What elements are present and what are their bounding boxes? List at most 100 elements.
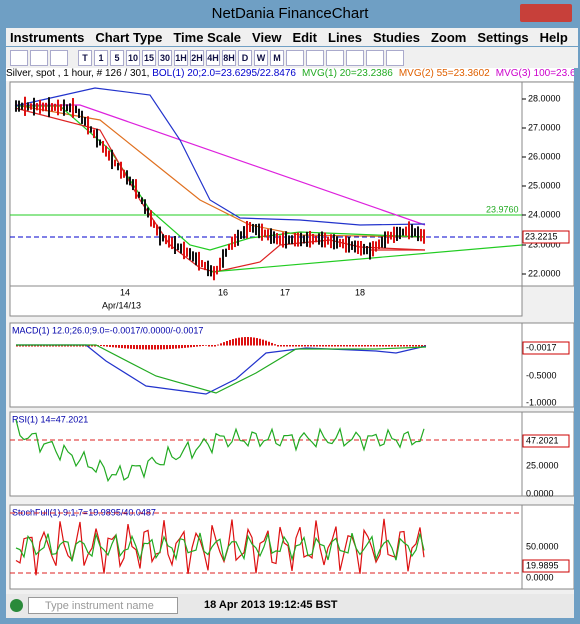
value-box — [522, 341, 570, 355]
histogram-bar — [229, 339, 231, 346]
histogram-bar — [298, 345, 300, 347]
menu-item[interactable]: Zoom — [430, 29, 467, 45]
price-label: 23.0000 — [528, 239, 561, 249]
timescale-button[interactable]: 4H — [206, 49, 220, 66]
bollinger-upper — [14, 87, 426, 226]
tool-icon[interactable] — [386, 49, 404, 66]
instrument-search[interactable]: Type instrument name — [28, 597, 178, 614]
histogram-bar — [73, 345, 75, 347]
histogram-bar — [76, 345, 78, 347]
histogram-bar — [289, 345, 291, 347]
histogram-bar — [328, 345, 330, 347]
menu-item[interactable]: Chart Type — [95, 29, 163, 45]
menu-item[interactable]: Settings — [477, 29, 529, 45]
timescale-button[interactable]: 15 — [142, 49, 156, 66]
menu-item[interactable]: Edit — [292, 29, 317, 45]
last-price-box — [522, 230, 570, 244]
histogram-bar — [103, 345, 105, 347]
histogram-bar — [67, 345, 69, 347]
stoch-d — [15, 531, 425, 562]
histogram-bar — [133, 345, 135, 349]
tool-icon[interactable] — [10, 49, 28, 66]
histogram-bar — [175, 345, 177, 349]
axis-label: 50.0000 — [526, 541, 559, 551]
timescale-button[interactable]: 10 — [126, 49, 140, 66]
histogram-bar — [256, 338, 258, 346]
chart-area: 28.0000 27.0000 26.0000 25.0000 24.0000 23.00… — [6, 81, 574, 594]
histogram-bar — [334, 345, 336, 347]
timescale-button[interactable]: 2H — [190, 49, 204, 66]
timescale-button[interactable]: 8H — [222, 49, 236, 66]
tool-icon[interactable] — [366, 49, 384, 66]
timescale-button[interactable]: 1 — [94, 49, 108, 66]
histogram-bar — [28, 345, 30, 347]
histogram-bar — [337, 345, 339, 347]
histogram-bar — [58, 345, 60, 347]
histogram-bar — [106, 345, 108, 347]
histogram-bar — [232, 339, 234, 346]
timescale-button[interactable]: 5 — [110, 49, 124, 66]
histogram-bar — [109, 345, 111, 347]
histogram-bar — [34, 345, 36, 347]
tool-icon[interactable] — [326, 49, 344, 66]
histogram-bar — [205, 345, 207, 346]
histogram-bar — [292, 345, 294, 347]
menu-item[interactable]: Lines — [328, 29, 362, 45]
histogram-bar — [304, 345, 306, 347]
histogram-bar — [79, 345, 81, 347]
close-button[interactable] — [520, 4, 572, 22]
rsi-line — [15, 419, 425, 483]
histogram-bar — [154, 345, 156, 350]
histogram-bar — [100, 345, 102, 346]
histogram-bar — [217, 344, 219, 346]
histogram-bar — [355, 345, 357, 347]
timescale-button[interactable]: 1H — [174, 49, 188, 66]
tool-icon[interactable] — [286, 49, 304, 66]
plot-frame — [9, 81, 523, 287]
histogram-bar — [178, 345, 180, 349]
tool-icon[interactable] — [30, 49, 48, 66]
histogram-bar — [313, 345, 315, 347]
date-label: 18 — [355, 287, 365, 297]
instrument-info: Silver, spot , 1 hour, # 126 / 301, — [6, 68, 153, 79]
menu-bar: Instruments Chart Type Time Scale View Edit L… — [6, 28, 578, 46]
histogram-bar — [394, 345, 396, 347]
histogram-bar — [247, 337, 249, 346]
timescale-button[interactable]: W — [254, 49, 268, 66]
histogram-bar — [409, 345, 411, 347]
tool-icon[interactable] — [50, 49, 68, 66]
axis-label: 0.0000 — [526, 572, 554, 582]
plot-frame — [9, 322, 523, 408]
histogram-bar — [25, 345, 27, 347]
window-title: NetDania FinanceChart — [211, 5, 369, 22]
menu-item[interactable]: Time Scale — [173, 29, 242, 45]
menu-item[interactable]: View — [252, 29, 282, 45]
histogram-bar — [46, 345, 48, 347]
price-label: 26.0000 — [528, 151, 561, 161]
trend-line — [209, 244, 523, 273]
histogram-bar — [127, 345, 129, 349]
histogram-bar — [226, 341, 228, 346]
histogram-bar — [97, 345, 99, 346]
tool-icon[interactable] — [306, 49, 324, 66]
histogram-bar — [130, 345, 132, 349]
timescale-button[interactable]: D — [238, 49, 252, 66]
panel-title: StochFull(1) 9;1;7=19.9895/40.0487 — [12, 507, 156, 517]
axis-label: 47.2021 — [526, 435, 559, 445]
menu-item[interactable]: Studies — [372, 29, 420, 45]
histogram-bar — [235, 338, 237, 346]
timescale-button[interactable]: 30 — [158, 49, 172, 66]
timescale-button[interactable]: T — [78, 49, 92, 66]
timescale-button[interactable]: M — [270, 49, 284, 66]
axis-label: 25.0000 — [526, 460, 559, 470]
menu-item[interactable]: Help — [539, 29, 568, 45]
tool-icon[interactable] — [346, 49, 364, 66]
indicator-info: MVG(1) 20=23.2386 — [301, 68, 393, 79]
histogram-bar — [91, 345, 93, 347]
histogram-bar — [361, 345, 363, 347]
menu-item[interactable]: Instruments — [10, 29, 85, 45]
macd-line — [16, 344, 427, 395]
histogram-bar — [94, 345, 96, 347]
axis-label: -1.0000 — [526, 397, 557, 407]
price-label: 25.0000 — [528, 180, 561, 190]
